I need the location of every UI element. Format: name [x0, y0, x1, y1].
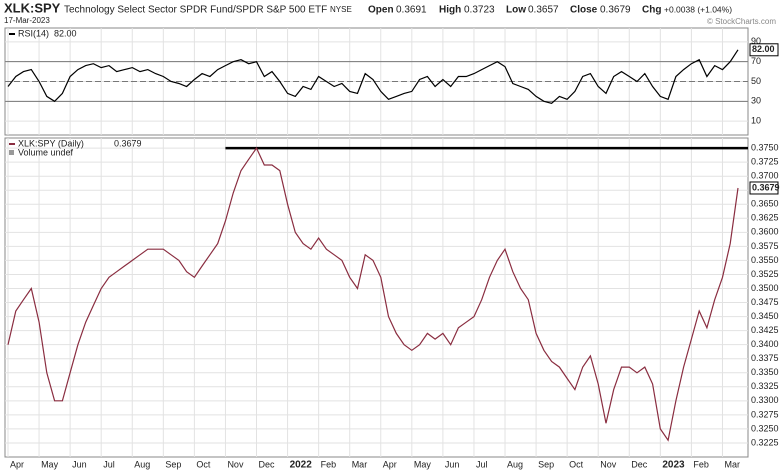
y-tick-label: 0.3525 — [751, 269, 779, 279]
y-tick-label: 0.3325 — [751, 381, 779, 391]
y-tick-label: 0.3300 — [751, 395, 779, 405]
y-tick-label: 0.3750 — [751, 142, 779, 152]
x-tick-label: Aug — [507, 459, 523, 469]
last-value-box — [749, 43, 779, 57]
y-tick-label: 0.3700 — [751, 171, 779, 181]
y-tick-label: 0.3650 — [751, 199, 779, 209]
legend-value: 0.3679 — [114, 138, 142, 148]
y-tick-label: 0.3550 — [751, 255, 779, 265]
x-tick-label: Jul — [476, 459, 488, 469]
y-tick-label: 90 — [751, 36, 761, 46]
y-tick-label: 0.3475 — [751, 297, 779, 307]
x-tick-label: Nov — [600, 459, 617, 469]
panel — [4, 137, 749, 458]
series-line — [7, 146, 739, 442]
x-tick-label: Oct — [196, 459, 211, 469]
y-tick-label: 70 — [751, 56, 761, 66]
symbol: XLK:SPY — [4, 0, 61, 15]
date: 17-Mar-2023 — [4, 16, 50, 25]
chg-label: Chg — [642, 5, 661, 16]
open-label: Open — [368, 5, 394, 16]
last-value-box — [749, 181, 779, 195]
open-value: 0.3691 — [396, 5, 427, 16]
x-tick-label: Oct — [569, 459, 584, 469]
high-value: 0.3723 — [464, 5, 495, 16]
x-tick-label: Dec — [259, 459, 276, 469]
legend-value: 82.00 — [54, 28, 77, 38]
x-tick-label: Sep — [538, 459, 554, 469]
y-tick-label: 0.3375 — [751, 353, 779, 363]
volume-label: Volume undef — [18, 147, 74, 157]
x-tick-label: May — [41, 459, 59, 469]
high-label: High — [439, 5, 461, 16]
x-tick-label: May — [414, 459, 432, 469]
y-tick-label: 30 — [751, 96, 761, 106]
last-value-label: 82.00 — [752, 44, 775, 54]
x-tick-label: Jun — [445, 459, 460, 469]
x-tick-label: Sep — [165, 459, 181, 469]
low-label: Low — [506, 5, 526, 16]
y-tick-label: 0.3725 — [751, 157, 779, 167]
x-tick-label: Mar — [352, 459, 368, 469]
y-tick-label: 0.3450 — [751, 311, 779, 321]
x-tick-label: Feb — [693, 459, 709, 469]
y-tick-label: 0.3575 — [751, 241, 779, 251]
y-tick-label: 0.3600 — [751, 227, 779, 237]
y-tick-label: 0.3400 — [751, 339, 779, 349]
close-label: Close — [570, 5, 598, 16]
x-tick-label: Aug — [134, 459, 150, 469]
y-tick-label: 0.3250 — [751, 423, 779, 433]
x-tick-label: 2022 — [290, 460, 313, 471]
y-tick-label: 0.3425 — [751, 325, 779, 335]
close-value: 0.3679 — [600, 5, 631, 16]
security-name: Technology Select Sector SPDR Fund/SPDR … — [64, 5, 327, 16]
exchange: NYSE — [330, 5, 352, 14]
x-tick-label: Feb — [321, 459, 337, 469]
low-value: 0.3657 — [528, 5, 559, 16]
y-tick-label: 0.3275 — [751, 409, 779, 419]
legend-swatch — [9, 150, 14, 155]
x-tick-label: Dec — [631, 459, 648, 469]
y-tick-label: 50 — [751, 76, 761, 86]
y-tick-label: 0.3500 — [751, 283, 779, 293]
legend-name: XLK:SPY (Daily) — [18, 138, 84, 148]
y-tick-label: 0.3625 — [751, 213, 779, 223]
x-tick-label: Jul — [103, 459, 115, 469]
x-tick-label: Apr — [383, 459, 397, 469]
x-tick-label: Apr — [10, 459, 24, 469]
legend-name: RSI(14) — [18, 28, 49, 38]
credit: © StockCharts.com — [707, 17, 776, 26]
last-value-label: 0.3679 — [752, 182, 780, 192]
chg-value: +0.0038 (+1.04%) — [664, 4, 732, 14]
series-line — [7, 49, 739, 104]
x-tick-label: 2023 — [662, 460, 685, 471]
y-tick-label: 10 — [751, 116, 761, 126]
y-tick-label: 0.3225 — [751, 437, 779, 447]
x-tick-label: Mar — [724, 459, 740, 469]
x-tick-label: Nov — [227, 459, 244, 469]
x-tick-label: Jun — [72, 459, 87, 469]
y-tick-label: 0.3350 — [751, 367, 779, 377]
